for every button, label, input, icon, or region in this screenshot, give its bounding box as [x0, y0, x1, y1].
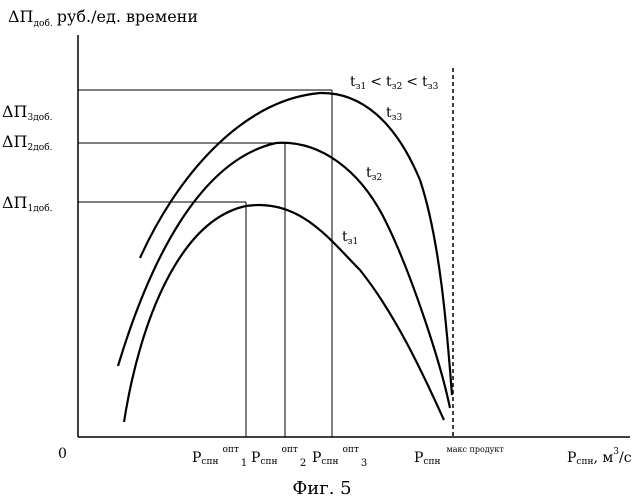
x-max-label: Pспнмакс продукт [414, 445, 504, 467]
x-axis-title: Pспн, м3/с [567, 447, 632, 467]
curve-tz2 [118, 143, 450, 408]
relation-label: tз1<tз2<tз3 [350, 74, 439, 92]
y-axis-title: ΔПдоб.руб./ед. времени [8, 7, 198, 29]
origin-label: 0 [58, 446, 67, 462]
curve-label-tz2: tз2 [366, 165, 382, 183]
curve-tz1 [124, 205, 444, 422]
x-opt-label-2: Pспнопт2 [251, 445, 306, 469]
figure-caption: Фиг. 5 [292, 478, 351, 499]
x-opt-label-3: Pспнопт3 [312, 445, 367, 469]
curve-tz3 [140, 93, 452, 395]
curve-label-tz3: tз3 [386, 105, 403, 123]
level-label-3: ΔП3доб. [2, 102, 53, 123]
x-opt-label-1: Pспнопт1 [192, 445, 247, 469]
level-label-2: ΔП2доб. [2, 132, 53, 153]
level-label-1: ΔП1доб. [2, 193, 53, 214]
curve-label-tz1: tз1 [342, 229, 358, 247]
